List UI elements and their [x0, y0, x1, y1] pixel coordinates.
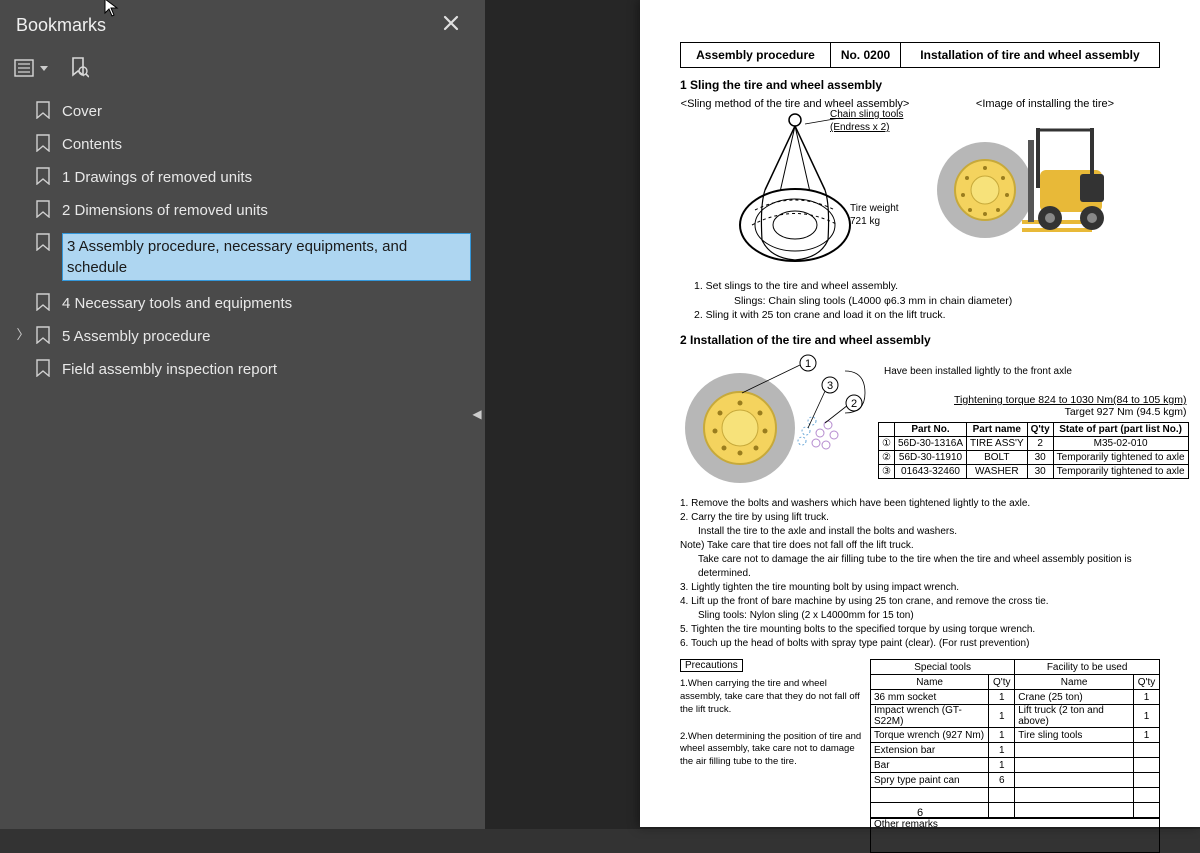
bookmark-item-inspection[interactable]: Field assembly inspection report: [8, 353, 485, 386]
bookmark-item-assembly-steps[interactable]: 〉5 Assembly procedure: [8, 320, 485, 353]
section-1-title: 1 Sling the tire and wheel assembly: [680, 78, 1160, 92]
close-panel-button[interactable]: [433, 10, 469, 41]
expand-chevron-icon[interactable]: 〉: [14, 326, 32, 344]
page-number: 6: [640, 807, 1200, 819]
torque-line-1: Tightening torque 824 to 1030 Nm(84 to 1…: [878, 394, 1187, 406]
bookmark-item-assembly-procedure[interactable]: 3 Assembly procedure, necessary equipmen…: [8, 227, 485, 287]
tire-install-diagram: 1 2 3: [680, 353, 870, 493]
precaution-2: 2.When determining the position of tire …: [680, 731, 870, 769]
tools-table: Special tools Facility to be used NameQ'…: [870, 659, 1160, 818]
bookmark-icon: [32, 326, 54, 344]
bookmark-icon: [32, 200, 54, 218]
bookmarks-panel: Bookmarks Cover Contents 1 Drawings of r…: [0, 0, 485, 829]
find-bookmark-icon[interactable]: [68, 57, 90, 79]
bookmark-item-contents[interactable]: Contents: [8, 128, 485, 161]
bookmark-icon: [32, 167, 54, 185]
options-icon[interactable]: [14, 57, 36, 79]
forklift-image: [930, 110, 1130, 250]
instructions-block: 1. Remove the bolts and washers which ha…: [680, 497, 1160, 651]
bookmark-icon: [32, 233, 54, 251]
precautions-head: Precautions: [680, 659, 743, 672]
svg-text:2: 2: [851, 398, 857, 410]
precaution-1: 1.When carrying the tire and wheel assem…: [680, 678, 870, 716]
panel-toolbar: [0, 49, 485, 91]
bookmark-icon: [32, 134, 54, 152]
sling-diagram: [710, 110, 880, 270]
pdf-page: Assembly procedure No. 0200 Installation…: [640, 0, 1200, 827]
bookmark-item-drawings[interactable]: 1 Drawings of removed units: [8, 161, 485, 194]
svg-text:1: 1: [805, 358, 811, 370]
tire-weight-label: Tire weight721 kg: [850, 202, 920, 228]
sub-right-label: <Image of installing the tire>: [930, 98, 1160, 110]
mouse-cursor: [104, 0, 120, 24]
bookmark-item-cover[interactable]: Cover: [8, 95, 485, 128]
remarks-table: Other remarks: [870, 818, 1160, 853]
bookmark-item-dimensions[interactable]: 2 Dimensions of removed units: [8, 194, 485, 227]
svg-text:3: 3: [827, 380, 833, 392]
sling-label: Chain sling tools(Endress x 2): [830, 108, 920, 134]
installed-note: Have been installed lightly to the front…: [884, 365, 1189, 378]
bookmark-icon: [32, 101, 54, 119]
dropdown-caret-icon[interactable]: [40, 66, 48, 71]
panel-title: Bookmarks: [16, 15, 106, 36]
section-2-title: 2 Installation of the tire and wheel ass…: [680, 333, 1160, 347]
torque-line-2: Target 927 Nm (94.5 kgm): [878, 406, 1187, 418]
bookmark-icon: [32, 359, 54, 377]
sec1-steps: 1. Set slings to the tire and wheel asse…: [694, 279, 1160, 323]
header-table: Assembly procedure No. 0200 Installation…: [680, 42, 1160, 68]
bookmark-item-tools[interactable]: 4 Necessary tools and equipments: [8, 287, 485, 320]
bookmark-list: Cover Contents 1 Drawings of removed uni…: [0, 91, 485, 386]
collapse-sidebar-button[interactable]: ◀: [469, 404, 485, 424]
parts-table: Part No.Part nameQ'tyState of part (part…: [878, 422, 1189, 479]
bookmark-icon: [32, 293, 54, 311]
